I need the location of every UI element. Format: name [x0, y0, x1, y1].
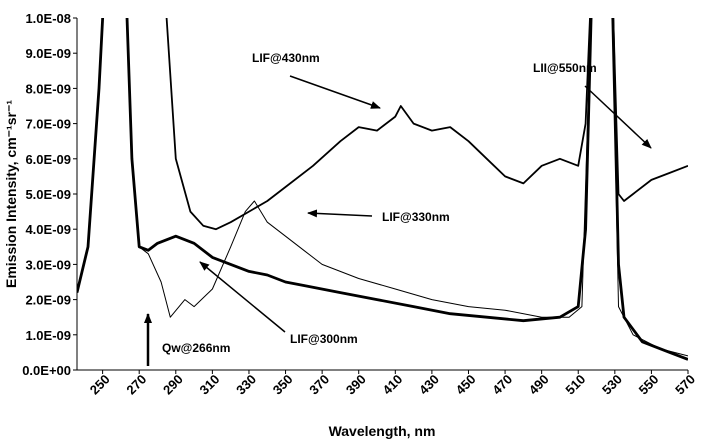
x-tick-label: 570 [672, 372, 698, 398]
x-tick-label: 330 [233, 372, 259, 398]
y-tick-label: 3.0E-09 [25, 257, 71, 272]
x-tick-label: 430 [416, 372, 442, 398]
annotation-arrow [289, 75, 381, 109]
y-tick-label: 1.0E-09 [25, 328, 71, 343]
plot-area [77, 18, 688, 361]
x-tick-label: 310 [197, 372, 223, 398]
x-tick-label: 510 [562, 372, 588, 398]
annotation-arrow [584, 85, 652, 149]
y-tick-label: 4.0E-09 [25, 222, 71, 237]
y-axis-title: Emission Intensity, cm⁻¹sr⁻¹ [3, 100, 19, 288]
series-line [77, 18, 688, 357]
x-axis-title: Wavelength, nm [329, 423, 436, 439]
x-tick-label: 530 [599, 372, 625, 398]
y-tick-label: 6.0E-09 [25, 152, 71, 167]
x-tick-label: 450 [453, 372, 479, 398]
x-tick-label: 410 [379, 372, 405, 398]
annotation: Qw@266nm [162, 341, 230, 355]
x-tick-label: 490 [526, 372, 552, 398]
x-tick-label: 390 [343, 372, 369, 398]
y-tick-label: 9.0E-09 [25, 46, 71, 61]
x-tick-label: 470 [489, 372, 515, 398]
y-tick-label: 5.0E-09 [25, 187, 71, 202]
y-tick-label: 2.0E-09 [25, 293, 71, 308]
y-tick-label: 1.0E-08 [25, 11, 71, 26]
y-tick-label: 0.0E+00 [22, 363, 71, 378]
annotation: LIF@430nm [252, 51, 320, 65]
series-line [77, 18, 688, 293]
annotation-arrow [307, 209, 373, 218]
x-tick-label: 290 [160, 372, 186, 398]
annotation: LII@550nm [533, 61, 597, 75]
y-tick-label: 8.0E-09 [25, 81, 71, 96]
annotation: LIF@330nm [382, 210, 450, 224]
x-tick-label: 350 [270, 372, 296, 398]
x-tick-label: 550 [636, 372, 662, 398]
x-tick-label: 250 [87, 372, 113, 398]
x-tick-label: 370 [306, 372, 332, 398]
annotation: LIF@300nm [290, 332, 358, 346]
x-tick-label: 270 [123, 372, 149, 398]
annotation-arrow [199, 261, 286, 333]
y-tick-label: 7.0E-09 [25, 117, 71, 132]
